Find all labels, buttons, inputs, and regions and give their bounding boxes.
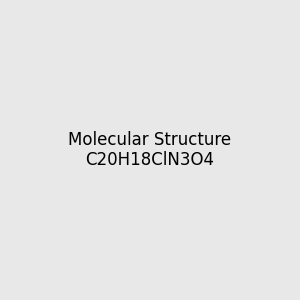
Text: Molecular Structure
C20H18ClN3O4: Molecular Structure C20H18ClN3O4 <box>68 130 232 170</box>
